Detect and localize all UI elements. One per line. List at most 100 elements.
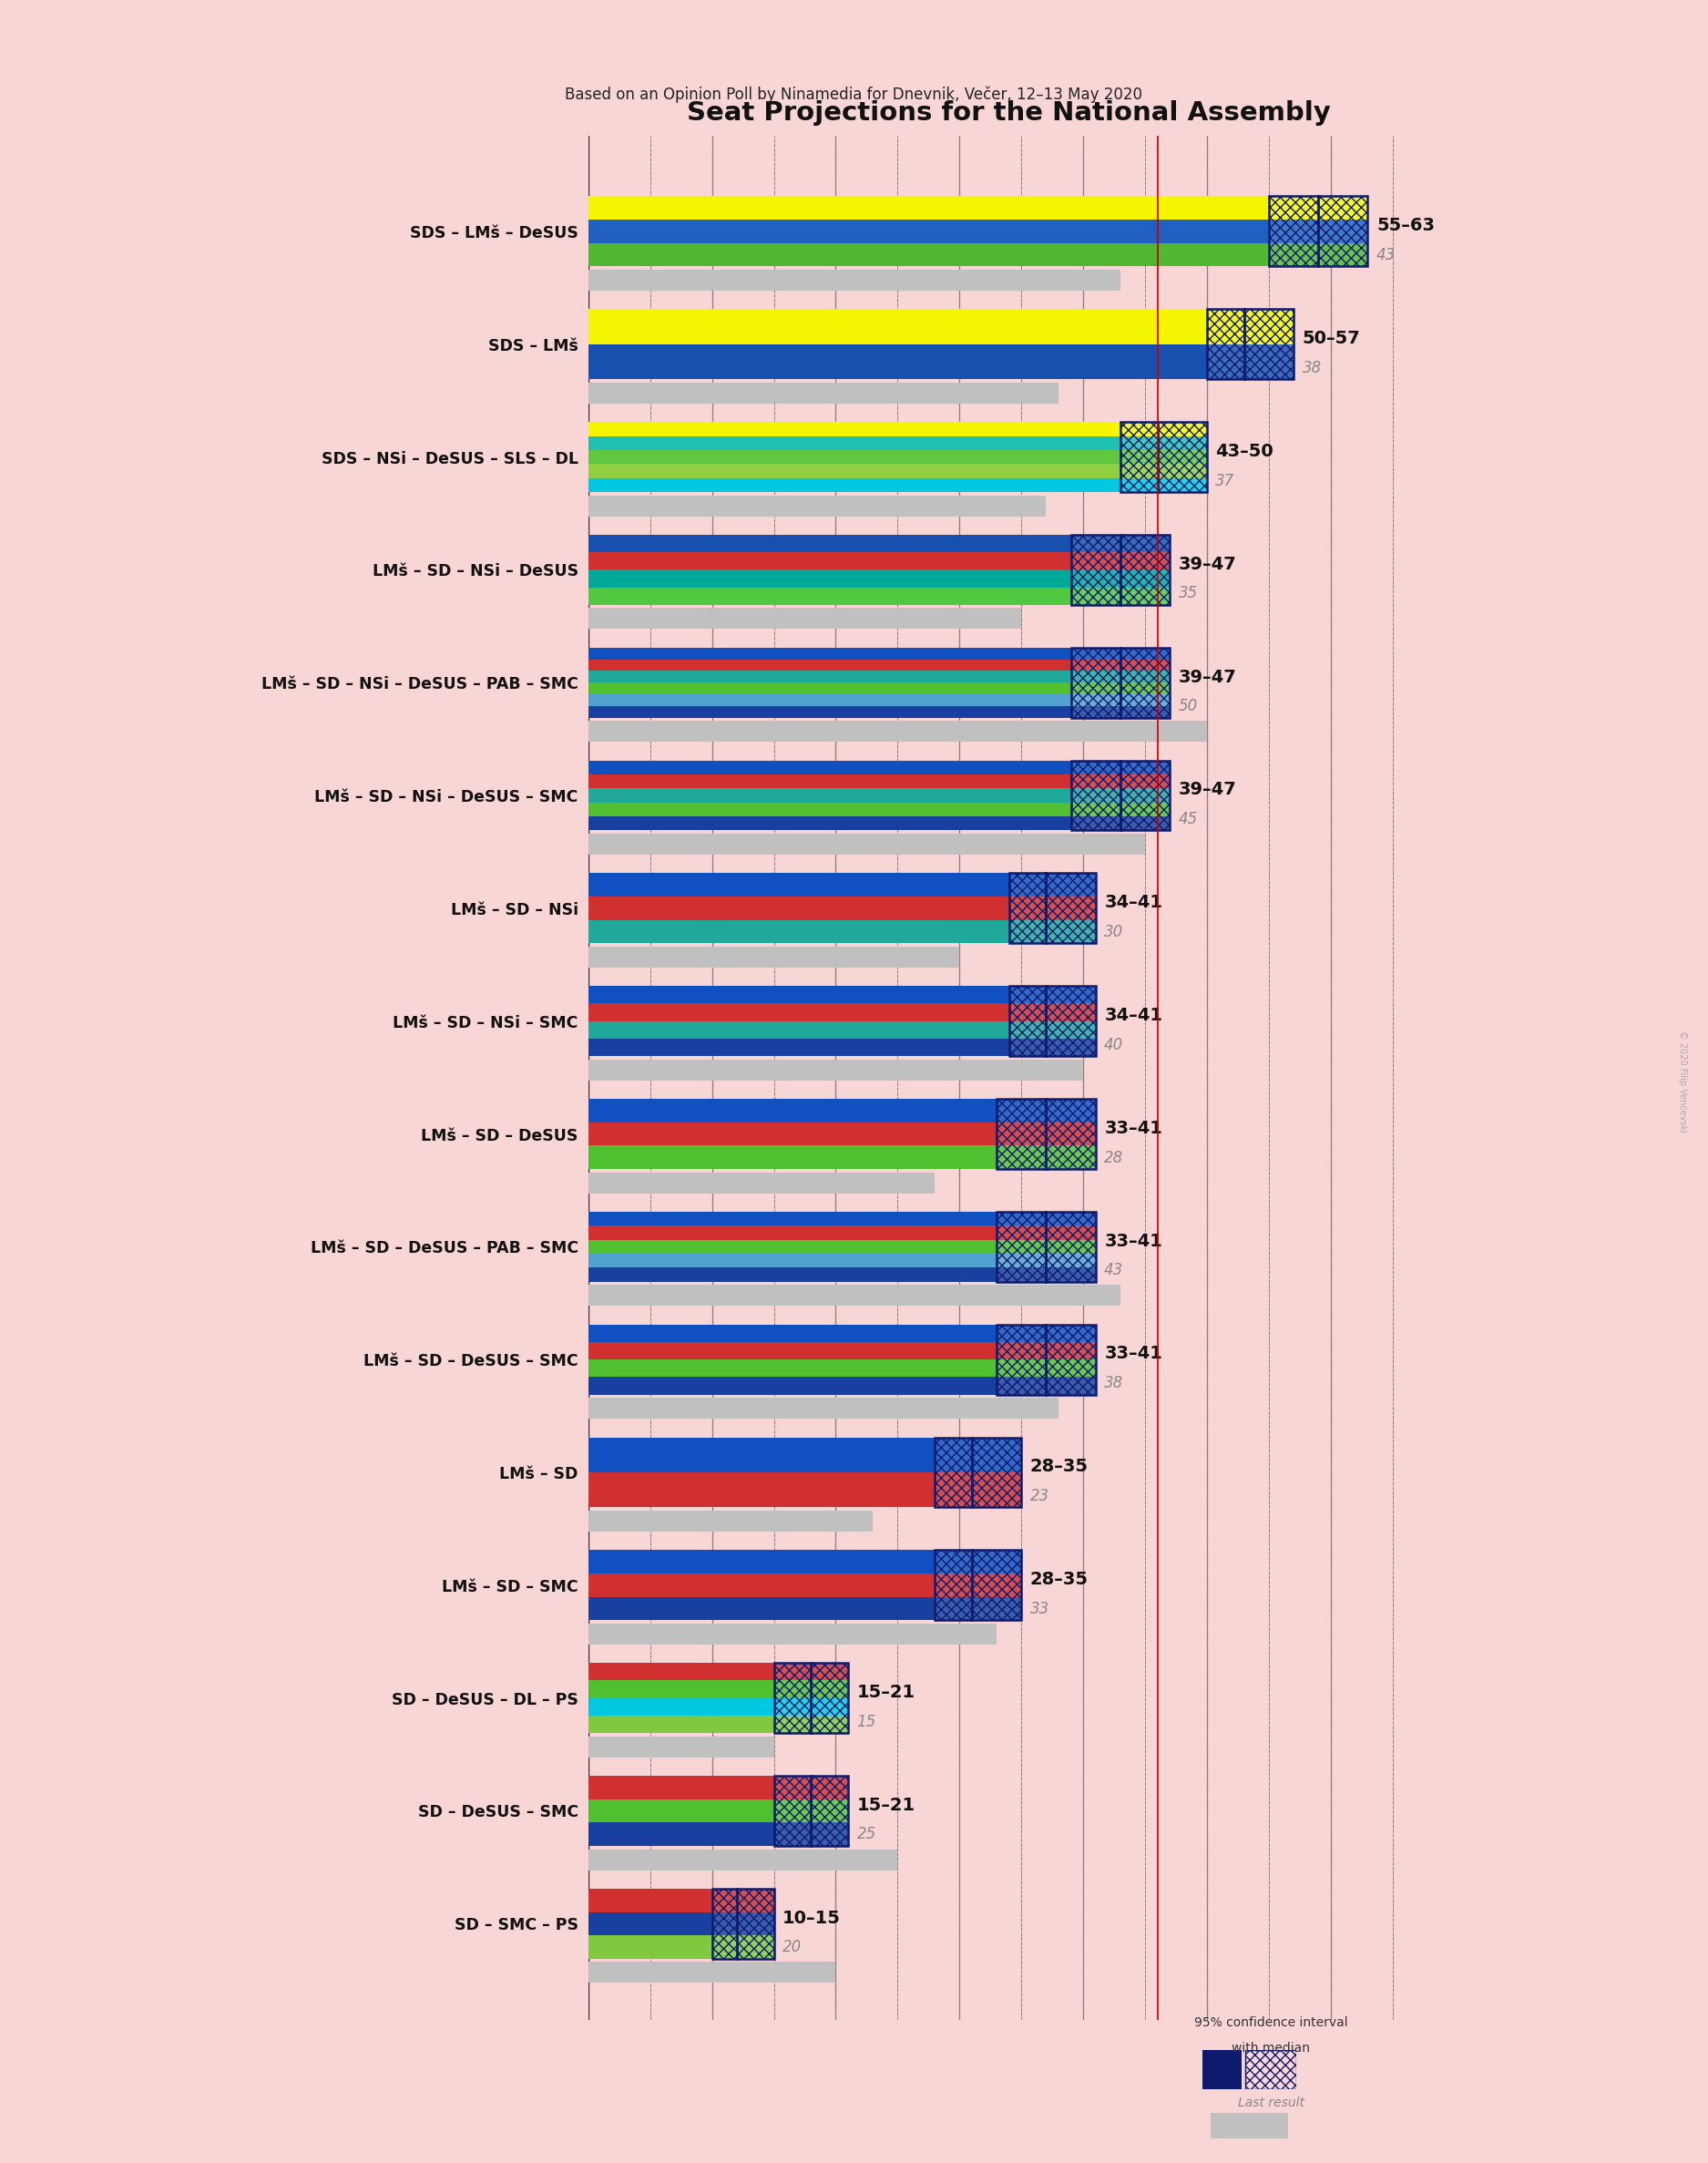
- Text: Last result: Last result: [1238, 2096, 1303, 2109]
- Bar: [934, 1551, 1021, 1620]
- Bar: [588, 495, 1045, 517]
- Bar: [588, 986, 1095, 1004]
- Bar: [996, 1211, 1095, 1283]
- Text: 33–41: 33–41: [1105, 1233, 1163, 1250]
- Bar: [712, 1888, 774, 1960]
- Bar: [588, 1378, 1095, 1395]
- Text: 28–35: 28–35: [1030, 1458, 1088, 1475]
- Bar: [588, 450, 1208, 463]
- Bar: [588, 1510, 873, 1531]
- Bar: [588, 1341, 1095, 1361]
- Bar: [588, 1936, 774, 1960]
- Bar: [588, 898, 1095, 919]
- Bar: [588, 1776, 849, 1800]
- Bar: [1071, 647, 1170, 718]
- Text: 43: 43: [1377, 247, 1395, 264]
- Title: Seat Projections for the National Assembly: Seat Projections for the National Assemb…: [687, 99, 1331, 125]
- Bar: [1120, 422, 1208, 491]
- Text: © 2020 Filip Venčevski: © 2020 Filip Venčevski: [1677, 1030, 1688, 1133]
- Bar: [588, 1211, 1095, 1226]
- Text: 10–15: 10–15: [782, 1910, 840, 1927]
- Bar: [588, 1912, 774, 1936]
- Bar: [588, 1123, 1095, 1146]
- Bar: [1208, 309, 1293, 379]
- Text: 25: 25: [857, 1826, 876, 1843]
- Bar: [588, 874, 1095, 898]
- Bar: [588, 919, 1095, 943]
- Bar: [588, 588, 1170, 606]
- Bar: [996, 1324, 1095, 1395]
- Text: 95% confidence interval: 95% confidence interval: [1194, 2016, 1348, 2029]
- Bar: [588, 1596, 1021, 1620]
- Bar: [588, 1573, 1021, 1596]
- Bar: [588, 1551, 1021, 1573]
- Bar: [1071, 761, 1170, 831]
- Bar: [588, 1849, 898, 1871]
- Bar: [1071, 534, 1170, 606]
- Text: 43: 43: [1105, 1263, 1124, 1278]
- Text: 23: 23: [1030, 1488, 1049, 1503]
- Text: 34–41: 34–41: [1105, 1006, 1163, 1023]
- Text: 33–41: 33–41: [1105, 1120, 1163, 1138]
- Text: 28: 28: [1105, 1149, 1124, 1166]
- Bar: [1245, 2051, 1296, 2089]
- Text: Based on an Opinion Poll by Ninamedia for Dnevnik, Večer, 12–13 May 2020: Based on an Opinion Poll by Ninamedia fo…: [565, 87, 1143, 104]
- Text: 15–21: 15–21: [857, 1683, 915, 1700]
- Bar: [588, 684, 1170, 694]
- Text: 39–47: 39–47: [1179, 668, 1237, 686]
- Bar: [588, 705, 1170, 718]
- Bar: [588, 1038, 1095, 1056]
- Bar: [588, 478, 1208, 491]
- Text: 15: 15: [857, 1713, 876, 1730]
- Bar: [1269, 197, 1368, 266]
- Bar: [588, 774, 1170, 789]
- Bar: [588, 463, 1208, 478]
- Bar: [588, 608, 1021, 629]
- Bar: [588, 1285, 1120, 1306]
- Bar: [774, 1776, 849, 1845]
- Bar: [712, 1888, 774, 1960]
- Text: 50–57: 50–57: [1301, 329, 1360, 346]
- Bar: [588, 1004, 1095, 1021]
- Bar: [588, 1715, 849, 1733]
- Bar: [588, 197, 1368, 221]
- Bar: [934, 1551, 1021, 1620]
- Text: 39–47: 39–47: [1179, 556, 1237, 573]
- Bar: [588, 1624, 996, 1644]
- Bar: [588, 647, 1170, 660]
- Bar: [588, 422, 1208, 437]
- Bar: [588, 833, 1144, 854]
- Text: 37: 37: [1216, 472, 1235, 489]
- Bar: [588, 1268, 1095, 1283]
- Bar: [588, 242, 1368, 266]
- Bar: [1009, 986, 1095, 1056]
- Bar: [588, 1737, 774, 1756]
- Bar: [588, 569, 1170, 588]
- Text: 40: 40: [1105, 1036, 1124, 1053]
- Bar: [588, 671, 1170, 684]
- Bar: [588, 1172, 934, 1194]
- Bar: [934, 1438, 1021, 1508]
- Bar: [588, 815, 1170, 831]
- Bar: [588, 802, 1170, 815]
- Bar: [996, 1211, 1095, 1283]
- Bar: [588, 270, 1120, 290]
- Bar: [588, 383, 1059, 404]
- Text: 38: 38: [1105, 1376, 1124, 1391]
- Bar: [588, 1099, 1095, 1123]
- Bar: [774, 1663, 849, 1733]
- Text: with median: with median: [1231, 2042, 1310, 2055]
- Bar: [588, 720, 1208, 742]
- Bar: [774, 1663, 849, 1733]
- Bar: [588, 1473, 1021, 1508]
- Bar: [996, 1324, 1095, 1395]
- Bar: [588, 437, 1208, 450]
- Bar: [588, 1962, 835, 1983]
- Text: 20: 20: [782, 1940, 803, 1955]
- Bar: [588, 1438, 1021, 1473]
- Text: 43–50: 43–50: [1216, 443, 1274, 461]
- Bar: [588, 1698, 849, 1715]
- Text: 45: 45: [1179, 811, 1197, 826]
- Bar: [934, 1438, 1021, 1508]
- Bar: [588, 309, 1293, 344]
